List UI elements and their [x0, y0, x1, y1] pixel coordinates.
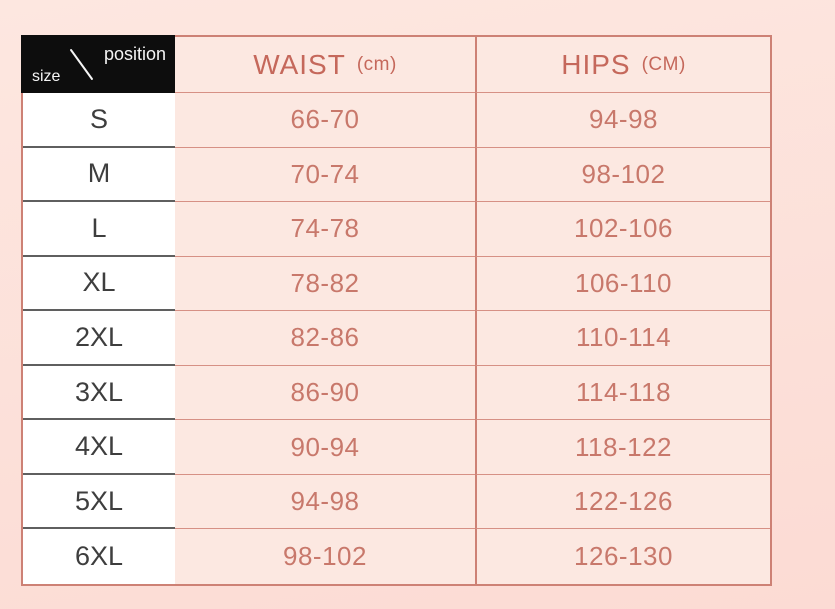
- hips-cell-s: 94-98: [475, 93, 770, 148]
- waist-cell-l: 74-78: [175, 202, 475, 257]
- hips-cell-xl: 106-110: [475, 256, 770, 312]
- corner-header-cell: position size: [21, 35, 175, 93]
- waist-header-unit: (cm): [356, 53, 397, 75]
- waist-cell-m: 70-74: [175, 147, 475, 203]
- size-cell-l: L: [23, 202, 175, 257]
- size-cell-xl: XL: [23, 256, 175, 312]
- waist-cell-xl: 78-82: [175, 256, 475, 312]
- size-label: size: [32, 68, 61, 85]
- hips-header-unit: (CM): [641, 53, 686, 75]
- waist-cell-5xl: 94-98: [175, 474, 475, 530]
- size-cell-2xl: 2XL: [23, 311, 175, 366]
- waist-column-header: WAIST (cm): [175, 37, 475, 93]
- hips-cell-3xl: 114-118: [475, 365, 770, 421]
- waist-cell-4xl: 90-94: [175, 420, 475, 475]
- hips-header-label: HIPS: [561, 48, 631, 80]
- hips-cell-l: 102-106: [475, 202, 770, 257]
- size-cell-6xl: 6XL: [23, 529, 175, 584]
- hips-cell-5xl: 122-126: [475, 474, 770, 530]
- hips-cell-m: 98-102: [475, 147, 770, 203]
- hips-cell-2xl: 110-114: [475, 311, 770, 366]
- size-cell-m: M: [23, 147, 175, 203]
- size-chart-table: position size WAIST (cm) HIPS (CM) S 66-…: [21, 35, 772, 586]
- waist-header-label: WAIST: [253, 48, 346, 80]
- waist-cell-6xl: 98-102: [175, 529, 475, 584]
- size-cell-3xl: 3XL: [23, 365, 175, 421]
- size-cell-s: S: [23, 93, 175, 148]
- position-label: position: [103, 44, 166, 64]
- size-cell-5xl: 5XL: [23, 474, 175, 530]
- waist-cell-2xl: 82-86: [175, 311, 475, 366]
- hips-cell-6xl: 126-130: [475, 529, 770, 584]
- hips-column-header: HIPS (CM): [475, 37, 770, 93]
- waist-cell-3xl: 86-90: [175, 365, 475, 421]
- size-cell-4xl: 4XL: [23, 420, 175, 475]
- diagonal-divider-icon: [70, 49, 93, 80]
- waist-cell-s: 66-70: [175, 93, 475, 148]
- hips-cell-4xl: 118-122: [475, 420, 770, 475]
